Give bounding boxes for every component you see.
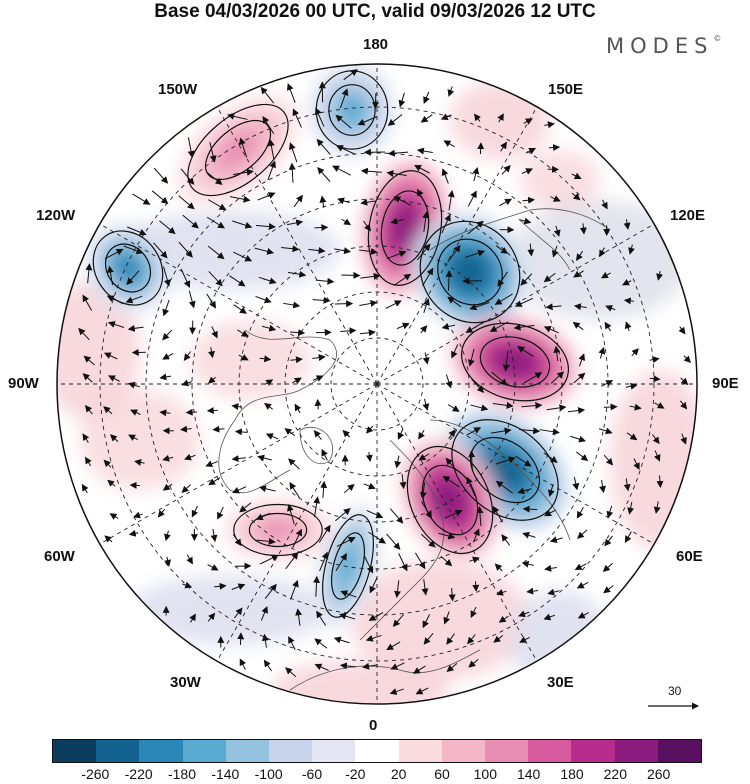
lon-label-30w: 30W [170,674,201,691]
wind-arrow [187,412,197,413]
colorbar-tick-label: -140 [211,766,239,782]
lon-label-0: 0 [369,717,377,734]
colorbar-tick-label: -220 [125,766,153,782]
lon-label-60e: 60E [676,548,703,565]
colorbar-bin [183,740,226,762]
colorbar-bin [399,740,442,762]
wind-arrow [480,143,481,154]
colorbar-ticks: -260 -220 -180 -140 -100 -60 -20 20 60 100 140 180 2… [52,766,702,784]
wind-arrow [240,633,241,645]
wind-arrow [318,400,319,409]
colorbar-bin [139,740,182,762]
colorbar-tick-label: -20 [345,766,365,782]
reference-vector-label: 30 [668,684,681,698]
lon-label-30e: 30E [547,674,574,691]
colorbar-bin [96,740,139,762]
colorbar-tick-label: 20 [391,766,407,782]
lon-label-60w: 60W [44,548,75,565]
colorbar-tick-label: -260 [81,766,109,782]
colorbar-tick-label: -100 [255,766,283,782]
colorbar-tick-label: -180 [168,766,196,782]
lon-label-180: 180 [363,36,388,53]
wind-arrow [475,581,476,591]
colorbar-bin [615,740,658,762]
colorbar-tick-label: 180 [560,766,583,782]
wind-arrow [341,275,359,276]
lon-label-150w: 150W [158,81,197,98]
colorbar-tick-label: 60 [434,766,450,782]
colorbar-bin [312,740,355,762]
anomaly-shading [260,520,296,541]
colorbar-bin [442,740,485,762]
colorbar-tick-label: -60 [302,766,322,782]
lon-label-150e: 150E [548,81,583,98]
lon-label-120e: 120E [670,207,705,224]
colorbar-tick-label: 140 [517,766,540,782]
wind-arrow [314,227,327,228]
colorbar-bin [226,740,269,762]
lon-label-90e: 90E [712,375,739,392]
colorbar-tick-label: 100 [474,766,497,782]
lon-label-120w: 120W [36,207,75,224]
colorbar-bin [528,740,571,762]
wind-arrow [604,407,617,408]
colorbar-bin [658,740,701,762]
wind-arrow [208,410,218,411]
colorbar-bin [53,740,96,762]
wind-arrow [549,147,559,148]
colorbar-bin [355,740,398,762]
wind-arrow [375,93,376,108]
lon-label-90w: 90W [8,375,39,392]
colorbar-tick-label: 260 [647,766,670,782]
colorbar-bin [571,740,614,762]
colorbar-bin [485,740,528,762]
colorbar-bin [269,740,312,762]
map-disk [40,50,720,730]
anomaly-shading [338,94,367,126]
colorbar [52,739,702,763]
colorbar-tick-label: 220 [604,766,627,782]
wind-arrow [524,509,538,510]
